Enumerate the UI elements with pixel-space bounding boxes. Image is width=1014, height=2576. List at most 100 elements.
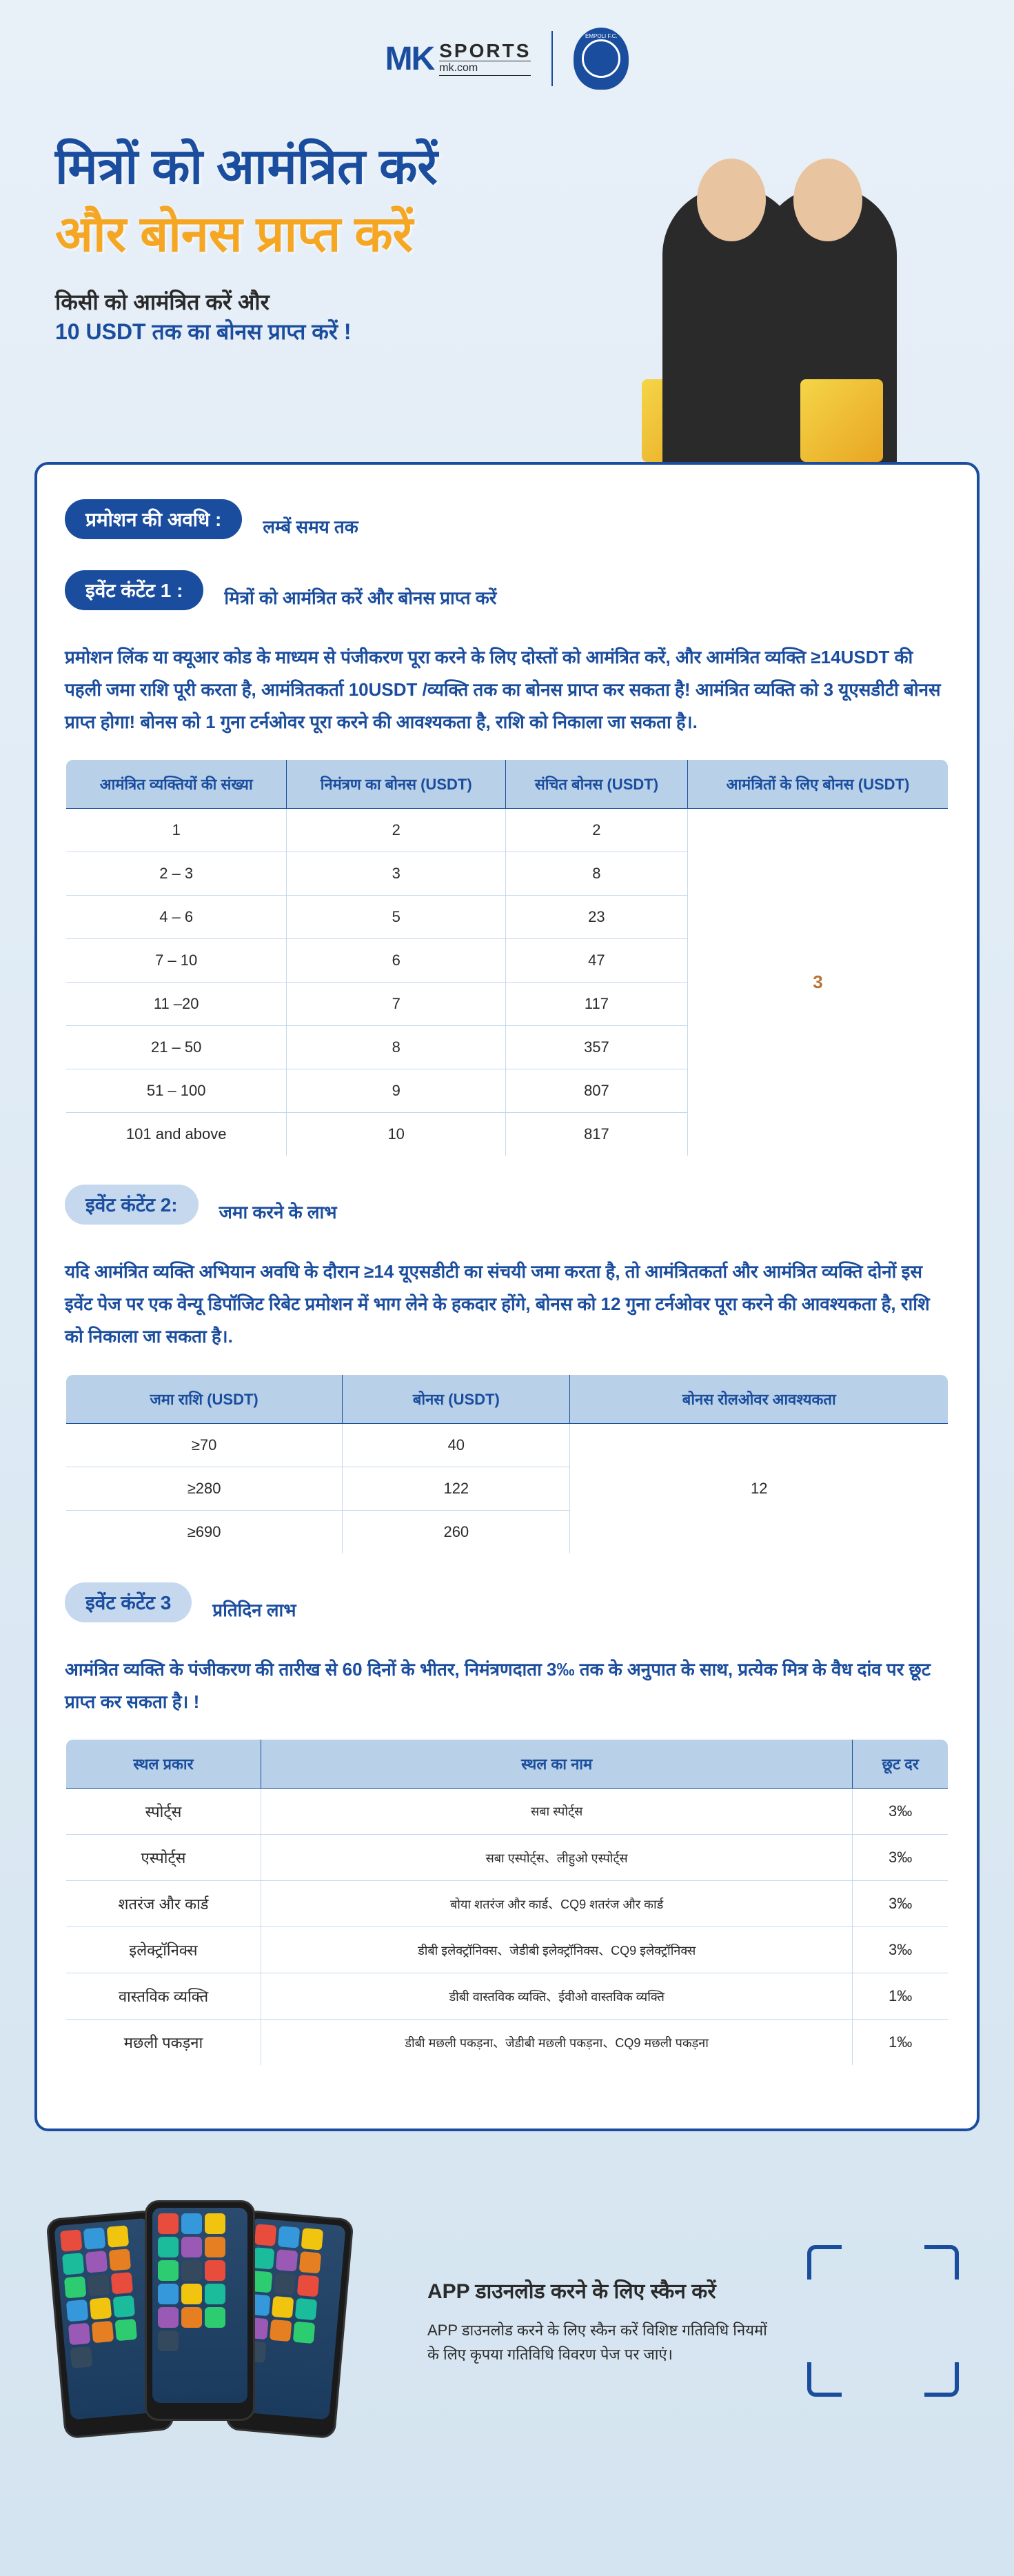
event2-table: जमा राशि (USDT) बोनस (USDT) बोनस रोलओवर … — [65, 1373, 949, 1555]
app-tile — [301, 2228, 323, 2251]
table-cell: स्पोर्ट्स — [65, 1789, 261, 1835]
app-tile — [158, 2260, 179, 2281]
app-tile — [277, 2226, 300, 2248]
event1-row: इवेंट कंटेंट 1 : मित्रों को आमंत्रित करे… — [65, 570, 949, 624]
app-tile — [62, 2253, 85, 2275]
table-cell: 3‰ — [853, 1927, 949, 1973]
table-cell: 6 — [287, 939, 506, 983]
app-tile — [252, 2247, 275, 2270]
event3-table: स्थल प्रकार स्थल का नाम छूट दर स्पोर्ट्स… — [65, 1738, 949, 2066]
table-row: 1223 — [65, 809, 949, 852]
table-row: इलेक्ट्रॉनिक्सडीबी इलेक्ट्रॉनिक्स、जेडीबी… — [65, 1927, 949, 1973]
app-tile — [158, 2237, 179, 2257]
table-cell: 117 — [505, 983, 687, 1026]
app-tile — [89, 2297, 112, 2320]
table-cell: 1 — [65, 809, 287, 852]
app-tile — [108, 2248, 131, 2271]
table-header-row: स्थल प्रकार स्थल का नाम छूट दर — [65, 1739, 949, 1789]
app-tile — [87, 2274, 110, 2297]
table-cell-merged: 3 — [687, 809, 949, 1157]
table-header: स्थल प्रकार — [65, 1739, 261, 1789]
table-cell: 2 – 3 — [65, 852, 287, 896]
event1-label: इवेंट कंटेंट 1 : — [65, 570, 203, 610]
table-cell: 10 — [287, 1113, 506, 1157]
period-value: लम्बें समय तक — [263, 514, 358, 539]
table-header: बोनस (USDT) — [343, 1374, 570, 1424]
table-row: मछली पकड़नाडीबी मछली पकड़ना、जेडीबी मछली … — [65, 2020, 949, 2066]
logo-mk: MK — [385, 40, 434, 78]
app-tile — [83, 2227, 105, 2250]
table-header: स्थल का नाम — [261, 1739, 852, 1789]
app-tile — [158, 2284, 179, 2304]
page-container: MK SPORTS mk.com EMPOLI F.C. मित्रों को … — [0, 0, 1014, 2469]
logo-sports-wrap: SPORTS mk.com — [439, 41, 531, 76]
app-tile — [181, 2213, 202, 2234]
table-cell: 2 — [505, 809, 687, 852]
table-row: स्पोर्ट्ससबा स्पोर्ट्स3‰ — [65, 1789, 949, 1835]
table-cell: 357 — [505, 1026, 687, 1069]
table-cell: डीबी वास्तविक व्यक्ति、ईवीओ वास्तविक व्यक… — [261, 1973, 852, 2020]
table-header: बोनस रोलओवर आवश्यकता — [570, 1374, 949, 1424]
table-cell: 23 — [505, 896, 687, 939]
qr-corner — [807, 2362, 842, 2397]
app-tile — [181, 2284, 202, 2304]
qr-corner — [807, 2245, 842, 2280]
event2-row: इवेंट कंटेंट 2: जमा करने के लाभ — [65, 1185, 949, 1238]
period-row: प्रमोशन की अवधि : लम्बें समय तक — [65, 499, 949, 553]
table-cell: 3‰ — [853, 1789, 949, 1835]
table-header-row: जमा राशि (USDT) बोनस (USDT) बोनस रोलओवर … — [65, 1374, 949, 1424]
table-cell: 8 — [505, 852, 687, 896]
hero-section: मित्रों को आमंत्रित करें और बोनस प्राप्त… — [0, 117, 1014, 462]
table-row: एस्पोर्ट्ससबा एस्पोर्ट्स、लीहुओ एस्पोर्ट्… — [65, 1835, 949, 1881]
table-row: शतरंज और कार्डबोया शतरंज और कार्ड、CQ9 शत… — [65, 1881, 949, 1927]
table-cell: 817 — [505, 1113, 687, 1157]
app-tile — [205, 2213, 225, 2234]
table-cell: 2 — [287, 809, 506, 852]
table-cell: 9 — [287, 1069, 506, 1113]
table-cell: 5 — [287, 896, 506, 939]
app-tile — [296, 2275, 319, 2297]
table-cell: 4 – 6 — [65, 896, 287, 939]
event2-label: इवेंट कंटेंट 2: — [65, 1185, 199, 1225]
table-header: निमंत्रण का बोनस (USDT) — [287, 759, 506, 809]
table-header: छूट दर — [853, 1739, 949, 1789]
table-cell: 11 –20 — [65, 983, 287, 1026]
app-tile — [85, 2251, 108, 2273]
table-cell: 8 — [287, 1026, 506, 1069]
table-cell: डीबी मछली पकड़ना、जेडीबी मछली पकड़ना、CQ9 … — [261, 2020, 852, 2066]
gift-icon — [800, 379, 883, 462]
app-tile — [270, 2320, 292, 2342]
table-cell: 40 — [343, 1423, 570, 1467]
table-cell: 51 – 100 — [65, 1069, 287, 1113]
hero-illustration — [573, 117, 986, 462]
table-header: जमा राशि (USDT) — [65, 1374, 343, 1424]
table-row: वास्तविक व्यक्तिडीबी वास्तविक व्यक्ति、ईव… — [65, 1973, 949, 2020]
table-cell: ≥280 — [65, 1467, 343, 1510]
logo-domain: mk.com — [439, 61, 531, 76]
app-tile — [158, 2331, 179, 2351]
table-cell: 21 – 50 — [65, 1026, 287, 1069]
table-cell: सबा स्पोर्ट्स — [261, 1789, 852, 1835]
table-cell: वास्तविक व्यक्ति — [65, 1973, 261, 2020]
event1-title: मित्रों को आमंत्रित करें और बोनस प्राप्त… — [224, 585, 496, 610]
logo-sports-text: SPORTS — [439, 41, 531, 61]
table-cell-merged: 12 — [570, 1423, 949, 1554]
header-divider — [551, 31, 553, 86]
table-cell: डीबी इलेक्ट्रॉनिक्स、जेडीबी इलेक्ट्रॉनिक्… — [261, 1927, 852, 1973]
app-tile — [70, 2346, 92, 2369]
app-tile — [65, 2300, 88, 2322]
table-cell: 122 — [343, 1467, 570, 1510]
event3-desc: आमंत्रित व्यक्ति के पंजीकरण की तारीख से … — [65, 1653, 949, 1718]
footer-text: APP डाउनलोड करने के लिए स्कैन करें APP ड… — [427, 2276, 780, 2366]
logo: MK SPORTS mk.com — [385, 40, 531, 78]
table-cell: 807 — [505, 1069, 687, 1113]
app-tile — [293, 2322, 316, 2344]
table-cell: 3‰ — [853, 1881, 949, 1927]
qr-corner — [924, 2245, 959, 2280]
app-tile — [205, 2260, 225, 2281]
app-tile — [276, 2249, 298, 2272]
table-cell: 47 — [505, 939, 687, 983]
table-cell: शतरंज और कार्ड — [65, 1881, 261, 1927]
header: MK SPORTS mk.com EMPOLI F.C. — [0, 0, 1014, 117]
app-tile — [158, 2213, 179, 2234]
